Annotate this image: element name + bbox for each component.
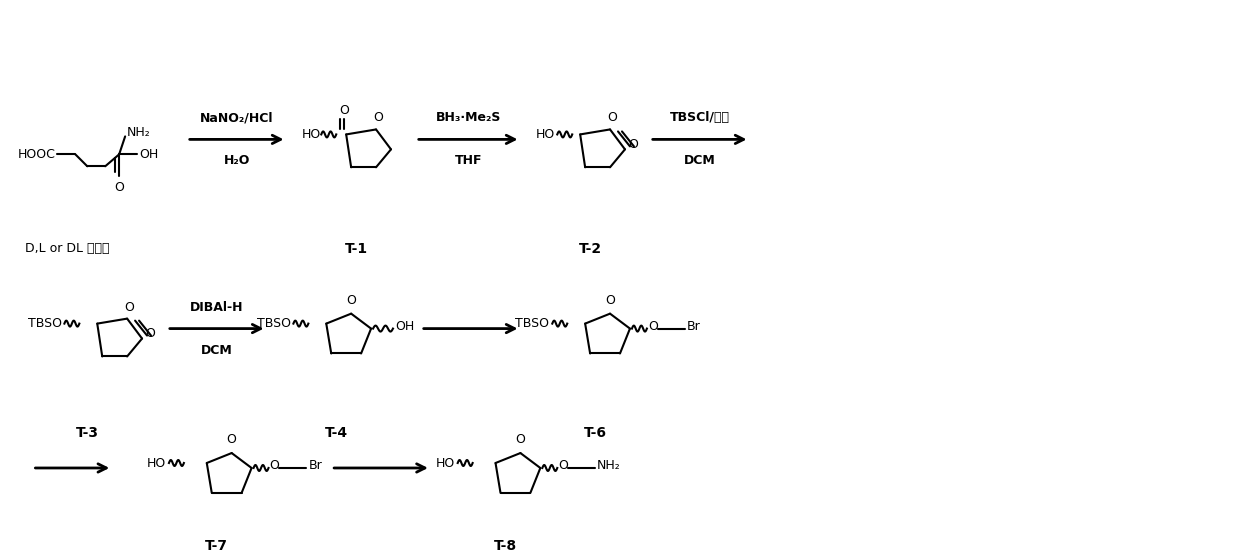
Text: O: O <box>124 301 134 314</box>
Text: O: O <box>227 433 237 446</box>
Text: H₂O: H₂O <box>223 155 250 167</box>
Text: OH: OH <box>139 148 159 161</box>
Text: T-1: T-1 <box>344 242 368 256</box>
Text: DCM: DCM <box>684 155 716 167</box>
Text: NH₂: NH₂ <box>128 126 151 139</box>
Text: TBSO: TBSO <box>27 317 62 330</box>
Text: THF: THF <box>455 155 482 167</box>
Text: T-8: T-8 <box>494 538 517 553</box>
Text: HO: HO <box>436 456 455 469</box>
Text: NaNO₂/HCl: NaNO₂/HCl <box>199 111 274 125</box>
Text: HO: HO <box>535 128 555 141</box>
Text: HOOC: HOOC <box>17 148 56 161</box>
Text: O: O <box>648 320 658 333</box>
Text: O: O <box>515 433 525 446</box>
Text: DIBAl-H: DIBAl-H <box>190 301 244 314</box>
Text: TBSCl/咪唑: TBSCl/咪唑 <box>669 111 730 125</box>
Text: HO: HO <box>147 456 166 469</box>
Text: O: O <box>605 294 615 307</box>
Text: TBSO: TBSO <box>256 317 291 330</box>
Text: O: O <box>346 294 356 307</box>
Text: D,L or DL 谷氨酸: D,L or DL 谷氨酸 <box>25 243 109 255</box>
Text: HO: HO <box>301 128 321 141</box>
Text: T-4: T-4 <box>325 426 348 440</box>
Text: OH: OH <box>395 320 414 333</box>
Text: O: O <box>373 111 383 125</box>
Text: O: O <box>607 111 617 125</box>
Text: BH₃·Me₂S: BH₃·Me₂S <box>435 111 501 125</box>
Text: T-2: T-2 <box>579 242 602 256</box>
Text: O: O <box>145 327 155 340</box>
Text: O: O <box>270 459 279 473</box>
Text: NH₂: NH₂ <box>597 459 621 473</box>
Text: O: O <box>114 181 124 194</box>
Text: T-7: T-7 <box>206 538 228 553</box>
Text: T-3: T-3 <box>76 426 99 440</box>
Text: T-6: T-6 <box>584 426 607 440</box>
Text: Br: Br <box>309 459 322 473</box>
Text: DCM: DCM <box>201 343 233 357</box>
Text: TBSO: TBSO <box>515 317 549 330</box>
Text: Br: Br <box>686 320 700 333</box>
Text: O: O <box>628 138 638 151</box>
Text: O: O <box>339 105 349 117</box>
Text: O: O <box>559 459 569 473</box>
